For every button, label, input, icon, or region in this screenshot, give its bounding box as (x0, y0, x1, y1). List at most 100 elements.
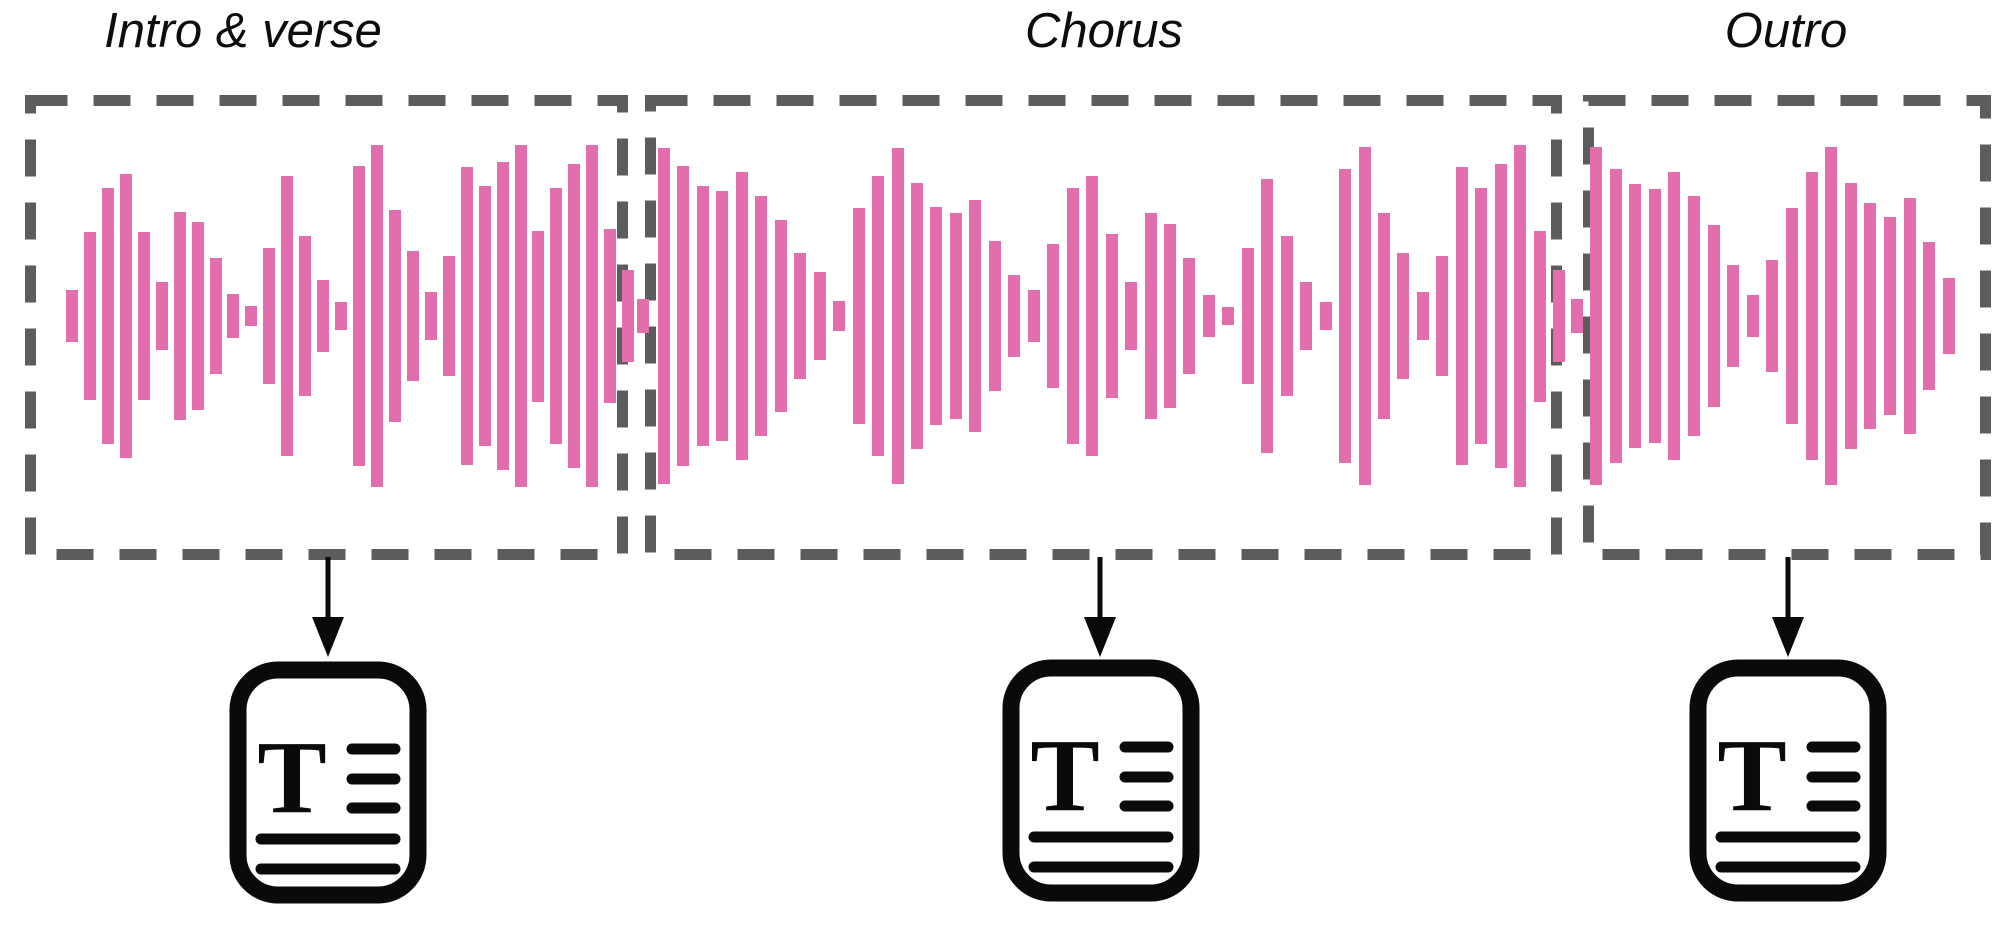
waveform-bar (1183, 257, 1196, 375)
arrow-head-icon (1772, 617, 1804, 657)
waveform-bar (1261, 179, 1274, 453)
waveform-bar (1494, 163, 1507, 469)
waveform-bar (1766, 259, 1779, 373)
waveform-bar (1727, 264, 1740, 368)
waveform-bar (1066, 187, 1079, 445)
section-label-chorus: Chorus (1025, 4, 1183, 58)
arrow-chorus (1084, 557, 1116, 657)
waveform-bar (137, 232, 150, 400)
waveform-bar (1629, 184, 1642, 448)
segment-box-outro (1583, 95, 1991, 560)
waveform-bar (604, 228, 617, 404)
waveform-bar (1864, 203, 1877, 429)
waveform-bar (245, 305, 258, 327)
waveform-bar (1553, 269, 1566, 363)
waveform-bar (1241, 247, 1254, 385)
waveform-bar (1125, 281, 1138, 351)
waveform-bar (496, 162, 509, 470)
waveform-bar (1648, 189, 1661, 443)
segment-box-chorus (645, 95, 1562, 560)
waveform-bar (1202, 295, 1215, 337)
waveform-bar (1008, 274, 1021, 358)
waveform-bar (1280, 235, 1293, 397)
waveform-bar (969, 199, 982, 433)
waveform-bar (852, 208, 865, 424)
waveform-bar (424, 292, 437, 340)
waveform-bar (1942, 278, 1955, 354)
waveform-bar (1707, 225, 1720, 407)
waveform-bar (568, 163, 581, 469)
waveform-bar (478, 186, 491, 446)
waveform-bar (1436, 256, 1449, 376)
waveform-bar (1746, 295, 1759, 337)
waveform-bar (622, 269, 635, 363)
waveform-bar (949, 213, 962, 419)
waveform-bar (988, 240, 1001, 392)
waveform-bar (1027, 290, 1040, 342)
waveform-bar (1590, 146, 1602, 486)
waveform-bar (735, 172, 748, 460)
waveform-bar (66, 290, 78, 342)
waveform-bar (1475, 187, 1488, 445)
waveform-bar (1805, 172, 1818, 460)
waveform-bar (1144, 213, 1157, 419)
waveform-bar (1571, 298, 1583, 334)
waveform-bar (1397, 252, 1410, 380)
waveform-bar (83, 232, 96, 400)
waveform-bar (406, 251, 419, 381)
waveform-bar (658, 148, 670, 484)
arrow-outro (1772, 557, 1804, 657)
waveform-bar (227, 293, 240, 339)
document-letter: T (1030, 718, 1099, 833)
waveform-bar (1668, 172, 1681, 460)
waveform-bar (460, 167, 473, 465)
waveform-bar (1455, 167, 1468, 465)
arrow-head-icon (1084, 617, 1116, 657)
arrow-intro-verse (312, 557, 344, 657)
waveform-bar (1319, 302, 1332, 330)
waveform-bar (637, 298, 649, 334)
waveform-bar (774, 220, 787, 412)
waveform-bar (119, 174, 132, 458)
waveform-bar (1786, 208, 1798, 424)
waveform-bar (442, 256, 455, 376)
waveform-bar (101, 187, 114, 445)
waveform-bar (891, 148, 904, 484)
waveform-bar (191, 221, 204, 411)
waveform-bar (1339, 168, 1352, 464)
arrow-head-icon (312, 617, 344, 657)
waveform-bar (1903, 198, 1916, 434)
waveform-bar (1047, 244, 1060, 388)
section-label-outro: Outro (1724, 4, 1848, 58)
waveform-bar (872, 175, 885, 457)
waveform-bar (370, 145, 383, 487)
document-letter: T (257, 720, 326, 835)
waveform-bar (353, 165, 366, 467)
waveform-bar (813, 271, 826, 361)
waveform-bar (586, 145, 599, 487)
waveform-bar (1416, 292, 1429, 340)
waveform-bar (677, 165, 690, 467)
waveform-bar (910, 182, 923, 450)
waveform-bar (335, 302, 348, 330)
waveform-bar (550, 187, 563, 445)
waveform-bar (1300, 281, 1313, 351)
waveform-bar (299, 235, 312, 397)
text-document-icon: T (1689, 659, 1887, 902)
waveform-bar (1533, 230, 1546, 402)
waveform-bar (317, 280, 330, 352)
waveform-bar (1163, 223, 1176, 409)
waveform-bar (755, 196, 768, 436)
waveform-bar (209, 257, 222, 375)
waveform-bar (1514, 145, 1527, 487)
waveform-bar (1358, 146, 1371, 486)
waveform-bar (532, 230, 545, 402)
waveform-bar (173, 211, 186, 421)
waveform-bar (794, 252, 807, 380)
waveform-bar (930, 206, 943, 426)
waveform-bar (1688, 196, 1700, 436)
waveform-bar (281, 175, 294, 457)
waveform-bar (696, 186, 709, 446)
